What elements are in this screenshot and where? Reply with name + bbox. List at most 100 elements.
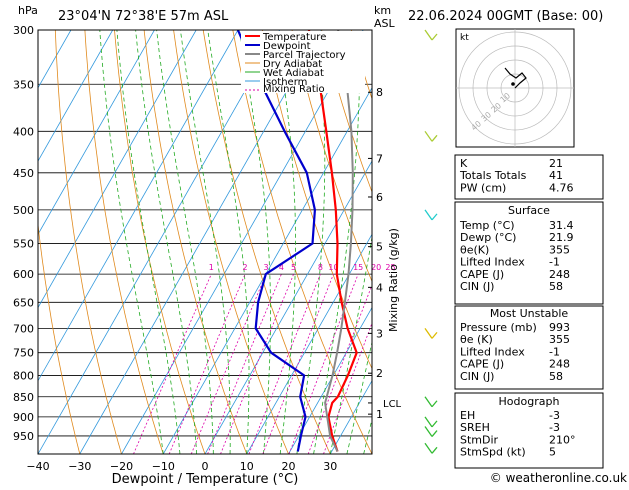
isotherm--20 <box>122 30 364 454</box>
dry-adiabat <box>85 30 163 454</box>
surface-label-3: Lifted Index <box>460 256 525 269</box>
surface-label-1: Dewp (°C) <box>460 231 516 244</box>
hpa-label: hPa <box>18 4 38 17</box>
wind-barb-flag <box>432 332 437 338</box>
altitude-tick-8: 8 <box>376 86 383 99</box>
surface-value-2: 355 <box>549 243 570 256</box>
wind-barb-staff <box>425 417 432 427</box>
most-unstable-value-3: 248 <box>549 358 570 371</box>
altitude-tick-4: 4 <box>376 281 383 294</box>
wind-barb-staff <box>425 131 432 141</box>
most-unstable-label-2: Lifted Index <box>460 345 525 358</box>
km-label: km <box>374 4 391 17</box>
temperature-tick--30: −30 <box>68 460 91 473</box>
hodograph-row-label-0: EH <box>460 409 475 422</box>
pressure-tick-950: 950 <box>13 430 34 443</box>
most-unstable-label-4: CIN (J) <box>460 370 494 383</box>
mixing-ratio-label-8: 8 <box>318 263 323 272</box>
most-unstable-value-1: 355 <box>549 333 570 346</box>
wind-barb-flag <box>432 431 437 437</box>
surface-label-2: θe(K) <box>460 243 489 256</box>
mixing-ratio-label-1: 1 <box>209 263 214 272</box>
wet-adiabat <box>117 30 180 454</box>
hodograph-row-label-3: StmSpd (kt) <box>460 446 526 459</box>
index-label-1: Totals Totals <box>459 169 527 182</box>
altitude-tick-3: 3 <box>376 327 383 340</box>
wind-barb-300 <box>425 30 437 40</box>
isotherm--90 <box>0 30 71 454</box>
mixing-ratio-label-2: 2 <box>243 263 248 272</box>
x-axis-label: Dewpoint / Temperature (°C) <box>112 472 299 486</box>
wind-barb-970 <box>425 443 437 453</box>
wind-barb-500 <box>425 210 437 220</box>
mixing-ratio-label-3: 3 <box>263 263 268 272</box>
pressure-tick-750: 750 <box>13 347 34 360</box>
wind-barb-staff <box>425 427 432 437</box>
wind-barb-700 <box>425 328 437 338</box>
mixing-ratio-line-5 <box>221 274 294 454</box>
pressure-tick-800: 800 <box>13 369 34 382</box>
datetime-label: 22.06.2024 00GMT (Base: 00) <box>408 9 603 24</box>
hodograph-row-value-3: 5 <box>549 446 556 459</box>
pressure-tick-400: 400 <box>13 125 34 138</box>
hodograph-storm-motion <box>511 82 515 86</box>
hodograph-row-value-2: 210° <box>549 433 576 446</box>
surface-value-3: -1 <box>549 256 560 269</box>
pressure-tick-450: 450 <box>13 167 34 180</box>
pressure-tick-500: 500 <box>13 204 34 217</box>
mixing-ratio-label-20: 20 <box>371 263 381 272</box>
wind-barb-850 <box>425 397 437 407</box>
most-unstable-label-1: θe (K) <box>460 333 493 346</box>
mixing-ratio-axis-label: Mixing Ratio (g/kg) <box>387 228 400 332</box>
wind-barb-flag <box>432 34 437 40</box>
wind-barb-staff <box>425 397 432 407</box>
mixing-ratio-line-15 <box>289 274 358 454</box>
index-label-2: PW (cm) <box>460 181 506 194</box>
dry-adiabat <box>618 30 629 454</box>
index-value-0: 21 <box>549 157 563 170</box>
wind-barbs <box>425 30 437 453</box>
wind-barb-flag <box>432 447 437 453</box>
wind-barb-900 <box>425 417 437 427</box>
hodograph-row-value-0: -3 <box>549 409 560 422</box>
hodograph-row-value-1: -3 <box>549 421 560 434</box>
index-label-0: K <box>460 157 468 170</box>
mixing-ratio-line-2 <box>169 274 245 454</box>
most-unstable-value-4: 58 <box>549 370 563 383</box>
mixing-ratio-line-4 <box>208 274 282 454</box>
wind-barb-staff <box>425 443 432 453</box>
pressure-tick-650: 650 <box>13 296 34 309</box>
mixing-ratio-line-3 <box>191 274 266 454</box>
temperature-tick--40: −40 <box>26 460 49 473</box>
most-unstable-value-0: 993 <box>549 321 570 334</box>
temperature-tick-30: 30 <box>323 460 337 473</box>
surface-value-1: 21.9 <box>549 231 574 244</box>
most-unstable-value-2: -1 <box>549 345 560 358</box>
isotherm--40 <box>38 30 280 454</box>
index-value-1: 41 <box>549 169 563 182</box>
wind-barb-flag <box>432 421 437 427</box>
pressure-tick-300: 300 <box>13 24 34 37</box>
pressure-tick-700: 700 <box>13 322 34 335</box>
surface-label-5: CIN (J) <box>460 280 494 293</box>
surface-label-0: Temp (°C) <box>459 219 515 232</box>
surface-value-4: 248 <box>549 268 570 281</box>
altitude-tick-1: 1 <box>376 408 383 421</box>
hodograph-kt-label: kt <box>460 33 469 43</box>
most-unstable-title: Most Unstable <box>490 307 569 320</box>
surface-title: Surface <box>508 204 550 217</box>
pressure-tick-350: 350 <box>13 78 34 91</box>
most-unstable-label-3: CAPE (J) <box>460 358 504 371</box>
mixing-ratio-line-10 <box>263 274 334 454</box>
wind-barb-flag <box>432 214 437 220</box>
wind-barb-flag <box>432 401 437 407</box>
pressure-ticks: 3003504004505005506006507007508008509009… <box>13 24 34 443</box>
wet-adiabat <box>180 30 230 454</box>
hodograph: kt 10 20 30 40 <box>456 29 574 147</box>
lcl-label: LCL <box>383 399 402 410</box>
wet-adiabat <box>100 30 164 454</box>
pressure-tick-850: 850 <box>13 391 34 404</box>
altitude-tick-6: 6 <box>376 191 383 204</box>
